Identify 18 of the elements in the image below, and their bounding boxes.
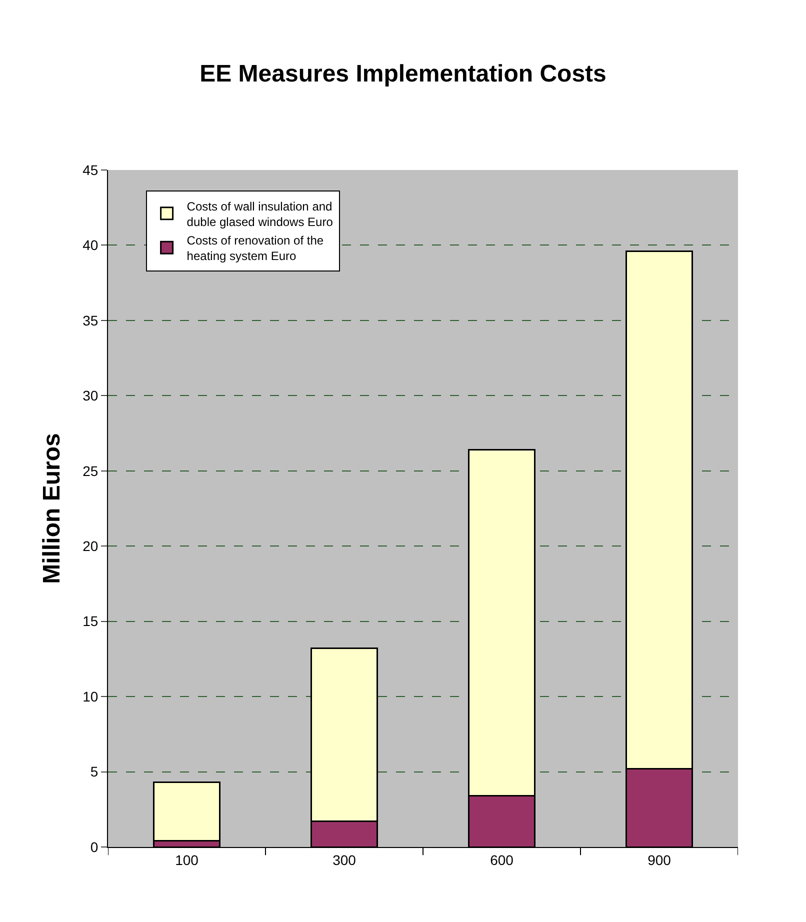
- y-tick-label: 30: [82, 388, 98, 404]
- y-tick-label: 10: [82, 688, 98, 704]
- x-tick-label: 100: [175, 852, 199, 868]
- y-tick-label: 40: [82, 237, 98, 254]
- x-tick-label: 300: [332, 852, 356, 868]
- chart-title: EE Measures Implementation Costs: [200, 60, 606, 88]
- x-tick-label: 600: [490, 852, 514, 868]
- y-tick-label: 0: [90, 838, 98, 855]
- y-tick-label: 35: [82, 312, 98, 328]
- y-axis-title: Million Euros: [38, 433, 66, 584]
- x-tick-label: 900: [648, 852, 672, 868]
- y-tick-label: 5: [90, 764, 98, 780]
- legend-label: Costs of renovation of the heating system Euro: [186, 233, 324, 264]
- y-tick-label: 20: [82, 538, 98, 554]
- y-tick-label: 15: [82, 613, 98, 630]
- y-tick-label: 25: [82, 462, 98, 479]
- legend-label: Costs of wall insulation and duble glased windows Euro: [186, 199, 334, 229]
- y-tick-label: 45: [82, 162, 98, 178]
